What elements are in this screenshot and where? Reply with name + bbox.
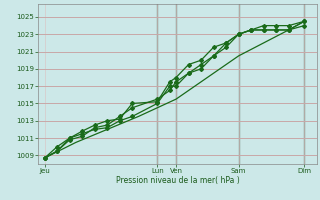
X-axis label: Pression niveau de la mer( hPa ): Pression niveau de la mer( hPa ) bbox=[116, 176, 239, 185]
